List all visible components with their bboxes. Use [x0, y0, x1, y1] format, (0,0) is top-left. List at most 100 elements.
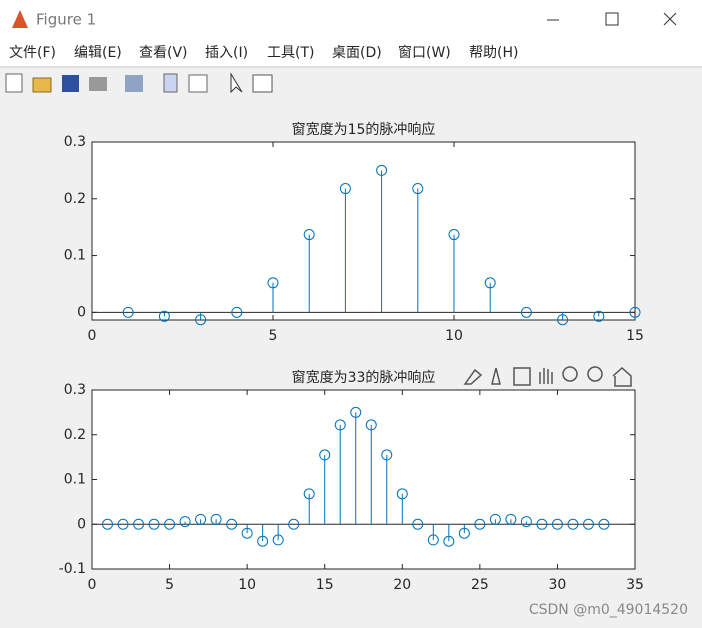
stem-marker — [396, 488, 408, 500]
y-tick-label: 0 — [77, 516, 86, 532]
property-icon[interactable] — [252, 74, 273, 93]
menu-item[interactable]: 文件(F) — [9, 45, 56, 61]
x-tick-label: 0 — [88, 577, 97, 593]
stem-marker — [443, 535, 455, 547]
stem-marker — [381, 449, 393, 461]
stem-marker — [257, 535, 269, 547]
zoom-in-icon[interactable] — [562, 366, 578, 382]
stem-marker — [303, 488, 315, 500]
stem-marker — [319, 449, 331, 461]
menu: 文件(F) 编辑(E) 查看(V) 插入(I) 工具(T) 桌面(D) 窗口(W) 帮助(H) — [9, 44, 518, 61]
stem-marker — [133, 518, 145, 530]
export-icon[interactable] — [513, 367, 531, 386]
brush-icon[interactable] — [463, 368, 483, 385]
stem-marker — [505, 513, 517, 525]
stem-marker — [148, 518, 160, 530]
y-tick-label: 0.1 — [64, 248, 86, 264]
maximize-button[interactable] — [605, 12, 619, 26]
x-tick-label: 5 — [269, 328, 278, 344]
chart-title: 窗宽度为15的脉冲响应 — [292, 121, 436, 138]
stem-marker — [158, 310, 170, 322]
stem-marker — [117, 518, 129, 530]
close-button[interactable] — [663, 12, 677, 26]
stem-marker — [241, 527, 253, 539]
stem-marker — [427, 534, 439, 546]
menu-bar — [0, 40, 702, 66]
stem-marker — [489, 513, 501, 525]
colorbar-icon[interactable] — [163, 73, 178, 93]
stem-marker — [458, 527, 470, 539]
legend-icon[interactable] — [188, 74, 208, 93]
stem-marker — [179, 516, 191, 528]
stem-marker — [122, 306, 134, 318]
y-tick-label: 0.2 — [64, 191, 86, 207]
x-tick-label: 35 — [626, 577, 644, 593]
watermark: CSDN @m0_49014520 — [529, 602, 688, 618]
stem-marker — [272, 534, 284, 546]
stem-marker — [557, 314, 569, 326]
print-icon[interactable] — [89, 77, 107, 91]
stem-marker — [598, 518, 610, 530]
x-tick-label: 5 — [165, 577, 174, 593]
pointer-icon[interactable] — [230, 72, 243, 94]
x-tick-label: 0 — [88, 328, 97, 344]
menu-item[interactable]: 插入(I) — [205, 45, 248, 61]
stem-marker — [412, 518, 424, 530]
x-tick-label: 15 — [316, 577, 334, 593]
stem-marker — [629, 306, 641, 318]
stem-marker — [210, 513, 222, 525]
stem-marker — [303, 229, 315, 241]
plots: 窗宽度为15的脉冲响应 0 0.1 0.2 0.3 0 5 10 15 窗宽度为33的脉冲响应 -0… — [59, 121, 644, 593]
y-tick-label: 0.3 — [64, 382, 86, 398]
menu-item[interactable]: 窗口(W) — [398, 44, 451, 61]
x-tick-label: 30 — [549, 577, 567, 593]
stem-marker — [520, 306, 532, 318]
axes-background — [91, 389, 636, 570]
pan-icon[interactable] — [539, 368, 553, 384]
x-tick-label: 20 — [393, 577, 411, 593]
stem-marker — [334, 419, 346, 431]
stem-marker — [350, 406, 362, 418]
stem-marker — [231, 306, 243, 318]
menu-item[interactable]: 编辑(E) — [74, 45, 122, 61]
toolbar — [5, 72, 273, 94]
stem-marker — [226, 518, 238, 530]
new-icon[interactable] — [5, 73, 23, 93]
menu-item[interactable]: 桌面(D) — [332, 45, 382, 61]
stem-marker — [365, 419, 377, 431]
stem-marker — [448, 229, 460, 241]
stem-marker — [520, 516, 532, 528]
axes-background — [91, 141, 636, 321]
stem-marker — [288, 518, 300, 530]
stem-marker — [412, 183, 424, 195]
data-tip-icon[interactable] — [491, 367, 501, 385]
home-icon[interactable] — [612, 366, 632, 387]
stem-marker — [536, 518, 548, 530]
stem-marker — [376, 164, 388, 176]
save-icon[interactable] — [62, 75, 79, 92]
link-icon[interactable] — [125, 75, 143, 92]
stem-marker — [267, 277, 279, 289]
y-tick-label: 0.2 — [64, 427, 86, 443]
x-tick-label: 10 — [445, 328, 463, 344]
stem-marker — [164, 518, 176, 530]
axes-toolbar — [463, 366, 632, 387]
menu-item[interactable]: 帮助(H) — [469, 45, 518, 61]
y-tick-label: -0.1 — [59, 561, 86, 577]
stem-marker — [102, 518, 114, 530]
stem-marker — [551, 518, 563, 530]
menu-item[interactable]: 工具(T) — [267, 45, 314, 61]
y-tick-label: 0.1 — [64, 472, 86, 488]
title-bar — [0, 0, 702, 40]
zoom-out-icon[interactable] — [587, 366, 603, 382]
open-icon[interactable] — [32, 77, 52, 93]
window-title: Figure 1 — [36, 11, 96, 29]
stem-marker — [567, 518, 579, 530]
matlab-icon — [12, 10, 28, 28]
stem-marker — [593, 310, 605, 322]
x-tick-label: 15 — [626, 328, 644, 344]
stem-marker — [195, 513, 207, 525]
menu-item[interactable]: 查看(V) — [139, 45, 188, 61]
